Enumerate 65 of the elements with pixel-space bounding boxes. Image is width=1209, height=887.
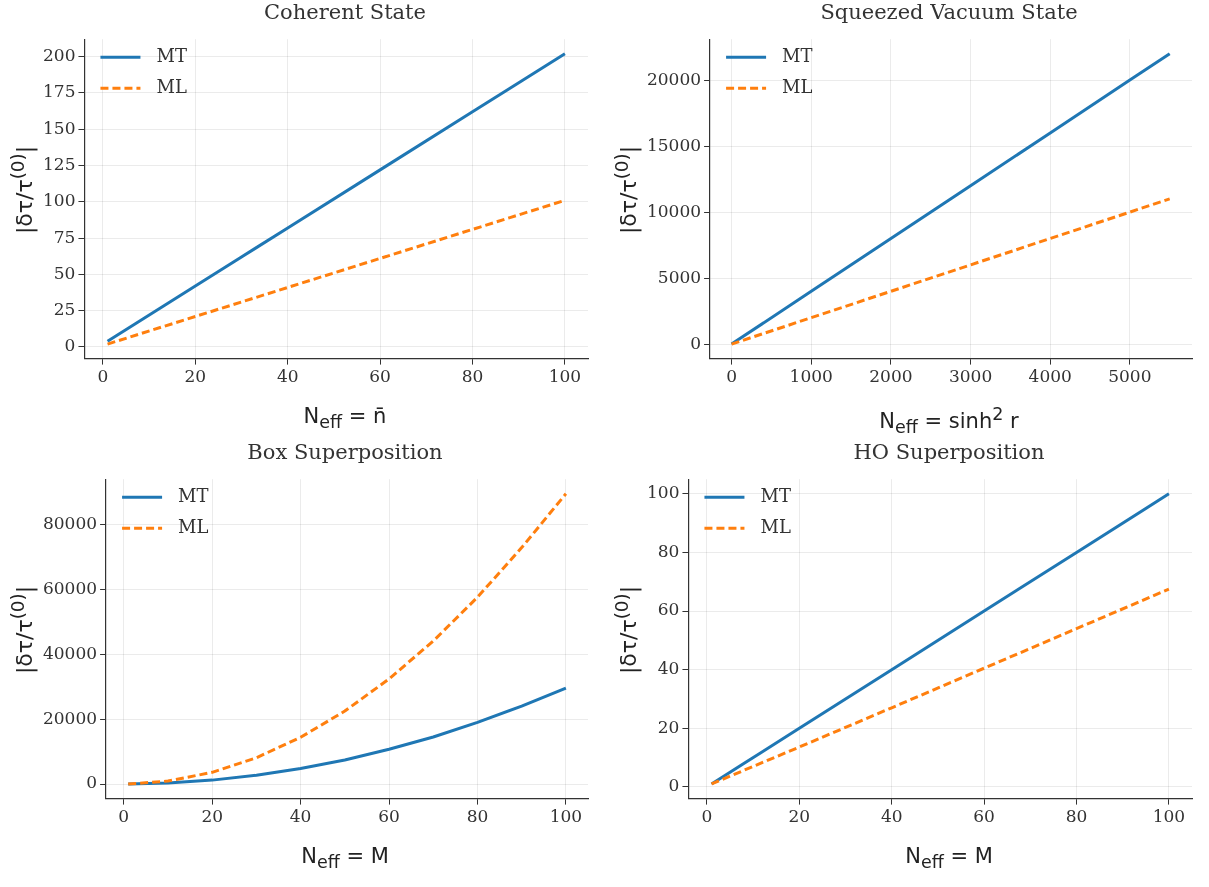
y-tick-label: 150 <box>42 117 76 138</box>
legend-label: MT <box>178 484 209 506</box>
y-tick-label: 80000 <box>42 513 98 534</box>
y-tick-label: 60 <box>657 599 680 620</box>
x-tick-label: 40 <box>276 366 299 387</box>
x-axis-title: N$_{eff}$ = sinh$^{2}$ r <box>878 404 1020 438</box>
chart-title: Box Superposition <box>246 440 444 464</box>
x-tick-label: 60 <box>369 366 391 387</box>
y-tick-label: 200 <box>42 45 76 66</box>
x-axis-title: N$_{eff}$ = M <box>904 844 994 873</box>
x-tick-label: 60 <box>378 806 400 827</box>
x-tick-label: 2000 <box>869 366 913 387</box>
legend-label: ML <box>156 75 187 97</box>
y-tick-label: 0 <box>64 335 76 356</box>
x-tick-label: 20 <box>201 806 224 827</box>
y-tick-label: 40000 <box>42 642 98 663</box>
legend-label: ML <box>782 75 813 97</box>
y-tick-label: 0 <box>690 332 702 353</box>
y-tick-label: 25 <box>53 299 76 320</box>
legend-label: ML <box>760 515 791 537</box>
x-tick-label: 80 <box>1065 806 1088 827</box>
x-tick-label: 1000 <box>789 366 833 387</box>
x-tick-label: 4000 <box>1028 366 1072 387</box>
x-tick-label: 100 <box>548 366 582 387</box>
legend-label: MT <box>156 44 187 66</box>
chart-title: Squeezed Vacuum State <box>819 0 1079 24</box>
y-tick-label: 75 <box>53 226 76 247</box>
y-tick-label: 15000 <box>646 134 702 155</box>
x-axis-title: N$_{eff}$ = n̄ <box>302 404 388 433</box>
y-tick-label: 20000 <box>646 68 702 89</box>
legend-label: ML <box>178 515 209 537</box>
chart-title: HO Superposition <box>852 440 1046 464</box>
x-tick-label: 0 <box>118 806 130 827</box>
x-tick-label: 0 <box>726 366 737 387</box>
y-tick-label: 20 <box>657 716 680 737</box>
y-tick-label: 0 <box>86 772 98 793</box>
x-tick-label: 100 <box>1152 806 1186 827</box>
x-axis-title: N$_{eff}$ = M <box>300 844 390 873</box>
x-tick-label: 40 <box>289 806 312 827</box>
x-tick-label: 80 <box>466 806 489 827</box>
line-series <box>730 197 1172 346</box>
y-tick-label: 100 <box>646 482 680 503</box>
chart-title: Coherent State <box>263 0 427 24</box>
x-tick-label: 100 <box>549 806 583 827</box>
y-tick-label: 100 <box>42 190 76 211</box>
x-tick-label: 20 <box>184 366 207 387</box>
y-tick-label: 0 <box>668 775 680 796</box>
x-tick-label: 20 <box>788 806 811 827</box>
x-tick-label: 40 <box>880 806 903 827</box>
legend-label: MT <box>782 44 813 66</box>
x-tick-label: 60 <box>973 806 995 827</box>
y-tick-label: 10000 <box>646 200 702 221</box>
y-tick-label: 125 <box>42 153 76 174</box>
x-tick-label: 3000 <box>948 366 993 387</box>
y-tick-label: 40 <box>657 658 680 679</box>
y-tick-label: 175 <box>42 81 76 102</box>
x-tick-label: 5000 <box>1108 366 1152 387</box>
y-tick-label: 5000 <box>657 266 702 287</box>
y-tick-label: 50 <box>53 262 76 283</box>
y-tick-label: 20000 <box>42 707 98 728</box>
y-tick-label: 80 <box>657 540 680 561</box>
y-tick-label: 60000 <box>42 577 98 598</box>
legend-label: MT <box>760 484 791 506</box>
x-tick-label: 80 <box>461 366 484 387</box>
line-series <box>710 587 1171 786</box>
